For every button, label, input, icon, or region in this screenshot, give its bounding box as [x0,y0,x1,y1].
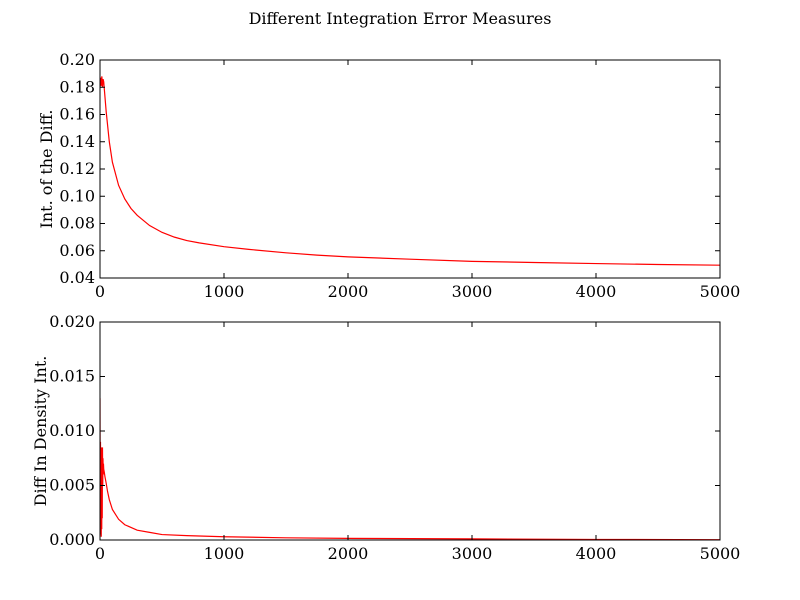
top-ytick-label-5: 0.14 [59,132,95,151]
bottom-ytick-label-2: 0.010 [49,421,95,440]
bottom-xtick-label-5: 5000 [700,544,741,563]
top-axes-frame [99,59,721,279]
top-xtick-label-3: 3000 [452,282,493,301]
top-xtick-label-4: 4000 [576,282,617,301]
top-ytick-label-3: 0.10 [59,186,95,205]
top-ylabel: Int. of the Diff. [37,110,56,229]
bottom-ylabel: Diff In Density Int. [31,356,50,507]
top-ytick-label-7: 0.18 [59,77,95,96]
bottom-ytick-label-4: 0.020 [49,312,95,331]
top-ytick-label-4: 0.12 [59,159,95,178]
plot-panel-bottom: 0 1000 2000 3000 4000 5000 0.000 0.005 0.010 0.01… [31,312,740,563]
bottom-series-0-line [100,398,720,540]
bottom-ytick-label-1: 0.005 [49,476,95,495]
top-ytick-label-8: 0.20 [59,50,95,69]
bottom-axes-frame [99,321,721,541]
top-ytick-label-6: 0.16 [59,105,95,124]
bottom-xtick-label-0: 0 [95,544,105,563]
top-xtick-label-5: 5000 [700,282,741,301]
top-xtick-label-1: 1000 [204,282,245,301]
figure-title: Different Integration Error Measures [249,9,552,28]
bottom-xtick-label-3: 3000 [452,544,493,563]
top-ytick-label-0: 0.04 [59,268,95,287]
top-ytick-label-2: 0.08 [59,214,95,233]
bottom-xtick-label-4: 4000 [576,544,617,563]
top-ytick-label-1: 0.06 [59,241,95,260]
bottom-ytick-label-0: 0.000 [49,530,95,549]
bottom-xtick-label-1: 1000 [204,544,245,563]
top-series-0-line [100,76,720,266]
bottom-ytick-label-3: 0.015 [49,367,95,386]
bottom-xtick-label-2: 2000 [328,544,369,563]
top-xtick-label-0: 0 [95,282,105,301]
top-xtick-label-2: 2000 [328,282,369,301]
plot-panel-top: 0 1000 2000 3000 4000 5000 0.04 0.06 0.08 0.10 0.1… [37,50,740,301]
